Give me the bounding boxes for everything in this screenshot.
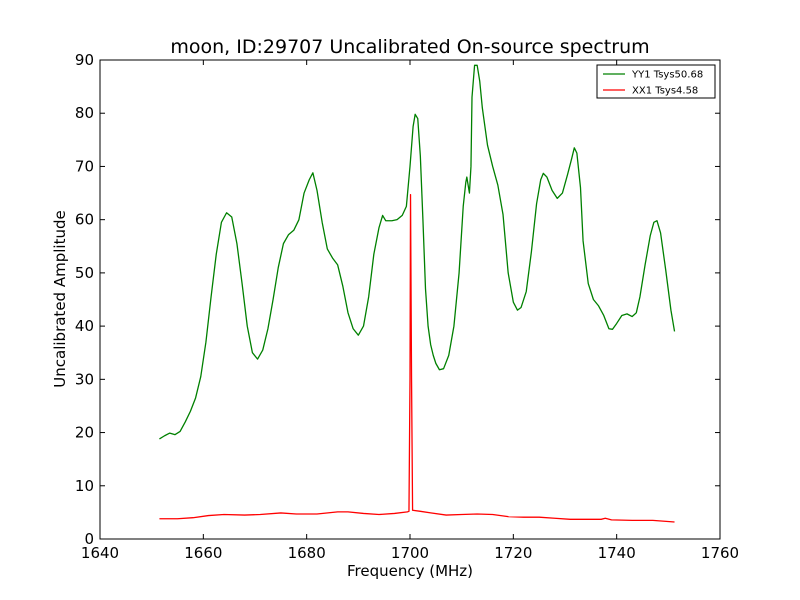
y-tick-label: 90 — [75, 51, 94, 69]
x-tick-label: 1740 — [598, 544, 636, 562]
legend-label-2: XX1 Tsys4.58 — [632, 86, 698, 97]
y-tick-label: 30 — [75, 370, 94, 388]
x-axis-label: Frequency (MHz) — [347, 562, 473, 580]
y-tick-label: 50 — [75, 264, 94, 282]
x-tick-label: 1760 — [701, 544, 739, 562]
legend-box — [596, 64, 716, 99]
y-tick-label: 20 — [75, 424, 94, 442]
y-tick-label: 40 — [75, 317, 94, 335]
series-line-2 — [159, 194, 675, 523]
y-tick-label: 70 — [75, 157, 94, 175]
x-tick-label: 1640 — [81, 544, 119, 562]
y-axis-ticks: 0 10 20 30 40 50 60 70 80 90 — [75, 51, 720, 548]
legend: YY1 Tsys50.68 XX1 Tsys4.58 — [596, 64, 716, 99]
x-axis-ticks: 1640 1660 1680 1700 1720 1740 1760 — [81, 60, 739, 562]
chart-title: moon, ID:29707 Uncalibrated On-source sp… — [170, 36, 649, 58]
legend-label-1: YY1 Tsys50.68 — [631, 70, 703, 81]
series-layer — [159, 64, 676, 523]
x-tick-label: 1680 — [288, 544, 326, 562]
y-tick-label: 80 — [75, 104, 94, 122]
legend-items: YY1 Tsys50.68 XX1 Tsys4.58 — [603, 70, 703, 97]
x-tick-label: 1720 — [494, 544, 532, 562]
series-line-1 — [159, 64, 676, 440]
y-axis-label: Uncalibrated Amplitude — [51, 210, 69, 387]
y-tick-label: 10 — [75, 477, 94, 495]
y-tick-label: 0 — [84, 530, 94, 548]
y-tick-label: 60 — [75, 211, 94, 229]
plot-area — [99, 59, 721, 540]
x-tick-label: 1700 — [391, 544, 429, 562]
x-tick-label: 1660 — [184, 544, 222, 562]
